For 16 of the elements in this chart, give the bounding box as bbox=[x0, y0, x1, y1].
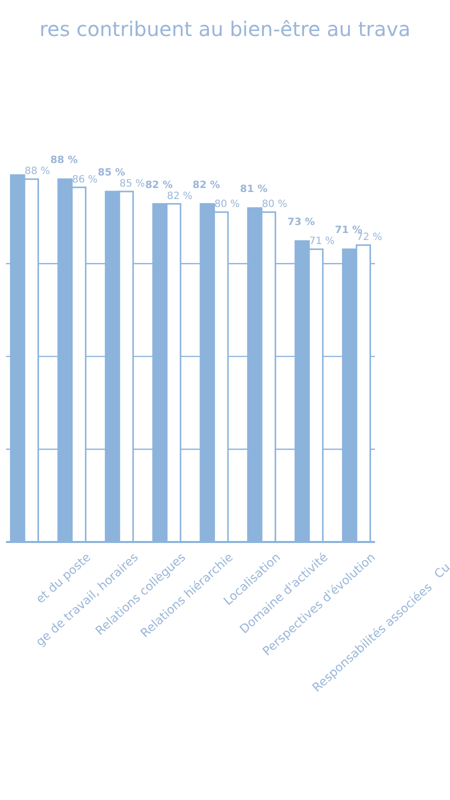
text: Cu bbox=[431, 560, 450, 582]
data-label: 72 % bbox=[356, 232, 382, 244]
data-label: 85 % bbox=[98, 167, 126, 178]
data-label: 80 % bbox=[214, 199, 240, 210]
data-label: 88 % bbox=[24, 166, 50, 178]
data-label: 82 % bbox=[192, 180, 220, 191]
data-label: 82 % bbox=[166, 190, 192, 202]
data-label: 82 % bbox=[145, 180, 173, 191]
data-label: 73 % bbox=[287, 216, 315, 228]
data-label: 71 % bbox=[309, 236, 335, 248]
data-label: 88 % bbox=[50, 155, 78, 166]
data-label: 80 % bbox=[262, 199, 288, 210]
data-label: 86 % bbox=[72, 174, 98, 186]
data-label: 85 % bbox=[120, 178, 145, 190]
data-label: 81 % bbox=[240, 184, 268, 195]
chart-title: res contribuent au bien-être au trava bbox=[40, 17, 410, 41]
